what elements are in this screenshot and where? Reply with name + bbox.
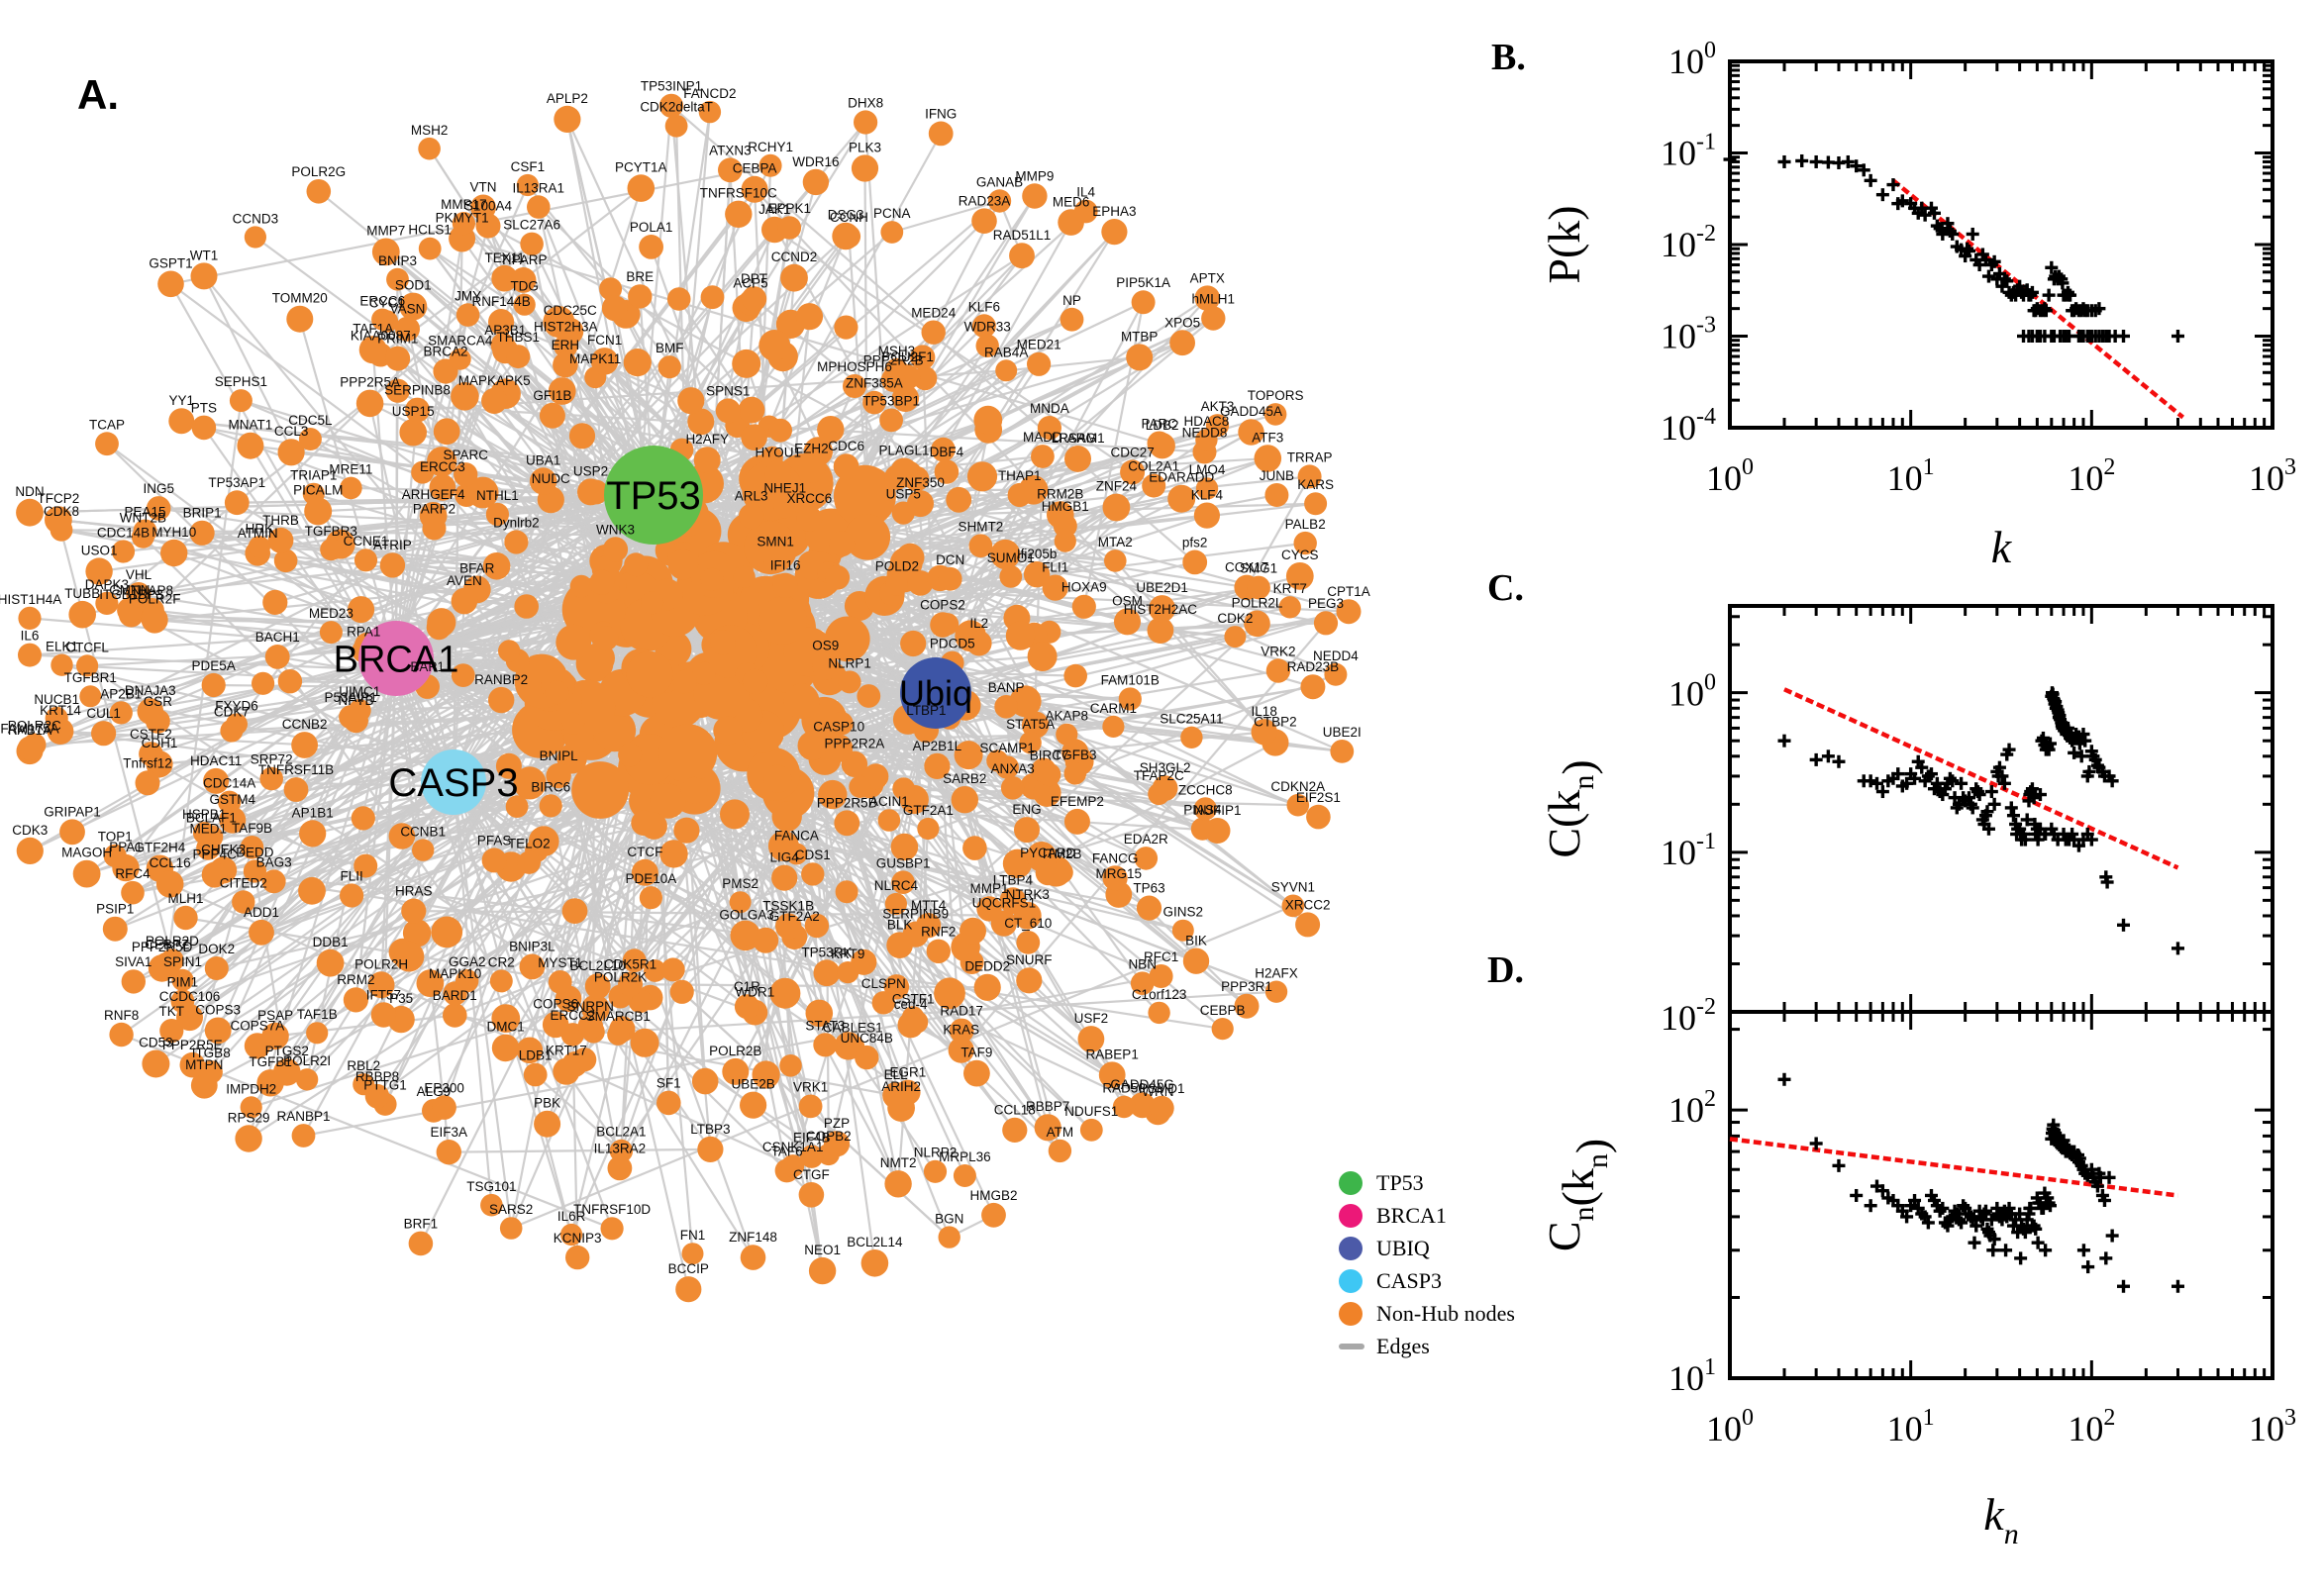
y-tick-label: 101 — [1668, 1354, 1716, 1398]
y-axis-title: P(k) — [1539, 205, 1589, 283]
y-axis-title: C(kn) — [1539, 759, 1603, 857]
y-tick-label: 10-3 — [1661, 313, 1716, 356]
plot-frame — [1728, 59, 2274, 430]
network-edge — [274, 781, 454, 1038]
network-edge — [385, 250, 655, 496]
x-tick-label: 100 — [1706, 454, 1754, 498]
network-edge — [147, 657, 397, 784]
plot-frame — [1728, 604, 2274, 1014]
y-tick-label: 10-1 — [1661, 829, 1716, 872]
axis-ticks — [1728, 1012, 2274, 1380]
network-edge — [412, 305, 655, 496]
y-tick-label: 100 — [1668, 38, 1716, 81]
network-edge — [934, 692, 967, 948]
network-edge — [935, 610, 1350, 695]
network-edge — [915, 692, 938, 1023]
network-edge — [276, 655, 962, 1051]
data-points — [1777, 1072, 2184, 1293]
network-edge — [125, 832, 205, 869]
x-tick-label: 101 — [1887, 1405, 1935, 1448]
network-edge — [803, 419, 989, 485]
network-edge — [360, 493, 655, 611]
x-tick-label: 103 — [2249, 454, 2296, 498]
y-tick-label: 10-2 — [1661, 994, 1716, 1038]
x-tick-label: 100 — [1706, 1405, 1754, 1448]
y-tick-label: 102 — [1668, 1086, 1716, 1130]
x-tick-label: 102 — [2068, 454, 2115, 498]
network-edge — [753, 298, 1162, 632]
fit-line — [1783, 687, 2179, 870]
network-graph: TP53RKKIAA0087THAP8CDC14BCDC14ADSG3NTHL1… — [0, 79, 1370, 1303]
y-tick-label: 10-4 — [1661, 404, 1716, 448]
axis-ticks — [1728, 606, 2274, 1014]
data-points — [1723, 152, 2184, 343]
plot-frame — [1728, 1010, 2274, 1380]
plot-panel-c: 100 10-1 10-2 C(kn) — [1539, 604, 2274, 1038]
network-edge — [143, 514, 688, 539]
y-tick-label: 10-1 — [1661, 130, 1716, 173]
y-tick-label: 100 — [1668, 669, 1716, 713]
network-edge — [274, 493, 655, 604]
y-tick-label: 10-2 — [1661, 221, 1716, 264]
fit-line — [1891, 178, 2185, 420]
x-axis-title: kn — [1983, 1489, 2018, 1550]
network-edge — [56, 519, 173, 961]
axis-ticks — [1728, 59, 2274, 430]
network-edge — [169, 282, 628, 625]
plot-panel-d: 102 101 100 101 102 103 kn Cn(kn) — [1539, 1010, 2296, 1550]
network-edge — [791, 692, 938, 1166]
network-edge — [394, 657, 573, 1236]
network-edge — [256, 781, 454, 1047]
network-edge — [671, 692, 937, 971]
x-tick-label: 103 — [2249, 1405, 2296, 1448]
fit-line — [1729, 1137, 2178, 1198]
network-edge — [395, 657, 652, 999]
network-edge — [934, 692, 1031, 981]
x-axis-title: k — [1991, 522, 2013, 572]
y-axis-title: Cn(kn) — [1539, 1139, 1617, 1251]
data-points — [1777, 686, 2184, 955]
x-tick-label: 101 — [1887, 454, 1935, 498]
plot-panel-b: 100 10-1 10-2 10-3 10-4 100 101 102 103 k P(k) — [1539, 38, 2296, 572]
x-tick-label: 102 — [2068, 1405, 2115, 1448]
